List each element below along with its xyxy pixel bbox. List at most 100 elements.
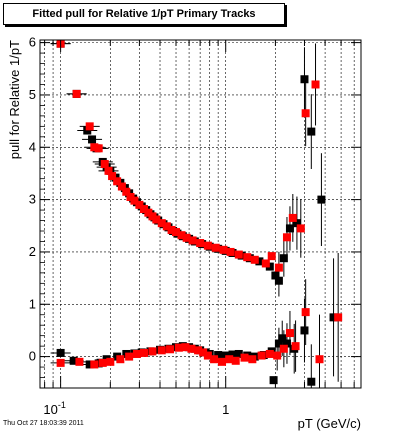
red-point [157, 346, 166, 355]
red-point [243, 253, 252, 262]
red-point [315, 355, 324, 364]
red-point [311, 80, 320, 89]
red-point [140, 348, 149, 357]
red-point [174, 343, 183, 352]
red-point [219, 245, 228, 254]
red-point [117, 182, 126, 191]
red-point [162, 222, 171, 231]
red-point [130, 196, 139, 205]
y-tick-label: 5 [29, 87, 36, 102]
red-point [274, 263, 283, 272]
red-point [75, 357, 84, 366]
red-point [157, 219, 166, 228]
red-point [172, 228, 181, 237]
black-point [300, 326, 309, 335]
data-points [56, 39, 343, 386]
black-point [274, 339, 283, 348]
red-point [181, 343, 190, 352]
red-point [132, 349, 141, 358]
black-point [94, 359, 103, 368]
red-point [113, 177, 122, 186]
black-point [279, 254, 288, 263]
black-point [300, 75, 309, 84]
y-tick-label: 4 [29, 139, 36, 154]
x-tick-label: 10-1 [43, 400, 65, 417]
footer-timestamp: Thu Oct 27 18:03:39 2011 [3, 420, 84, 427]
red-point [203, 351, 212, 360]
red-point [108, 172, 117, 181]
black-point [234, 349, 243, 358]
red-point [210, 355, 219, 364]
red-point [240, 353, 249, 362]
y-tick-label: 6 [29, 35, 36, 50]
black-point [329, 313, 338, 322]
black-point [88, 135, 97, 144]
x-tick-label: 1 [222, 402, 229, 417]
red-point [94, 144, 103, 153]
red-point [231, 356, 240, 365]
axis-tick-labels: 0 1 2 3 4 5 6 10-1 1 [29, 35, 230, 417]
black-point [56, 348, 65, 357]
red-point [301, 308, 310, 317]
red-point [196, 239, 205, 248]
red-point [100, 160, 109, 169]
y-tick-label: 2 [29, 244, 36, 259]
red-point [56, 358, 65, 367]
red-point [106, 357, 115, 366]
black-point [317, 195, 326, 204]
red-point [261, 259, 270, 268]
y-tick-label: 1 [29, 296, 36, 311]
red-point [187, 344, 196, 353]
axis-ticks [40, 40, 361, 389]
red-point [182, 233, 191, 242]
y-axis-title: pull for Relative 1/pT [7, 40, 22, 159]
black-point [292, 219, 301, 228]
red-point [291, 342, 300, 351]
red-point [267, 252, 276, 261]
red-point [166, 345, 175, 354]
black-point [269, 376, 278, 385]
y-tick-label: 3 [29, 192, 36, 207]
black-point [85, 360, 94, 369]
red-point [177, 231, 186, 240]
red-point [167, 225, 176, 234]
red-point [285, 329, 294, 338]
black-point [307, 377, 316, 386]
red-point [90, 143, 99, 152]
red-point [296, 224, 305, 233]
plot-frame [39, 39, 362, 389]
red-point [203, 241, 212, 250]
red-point [199, 348, 208, 357]
red-point [279, 344, 288, 353]
red-point [301, 109, 310, 118]
red-point [125, 352, 134, 361]
red-point [188, 236, 197, 245]
red-point [257, 351, 266, 360]
red-point [211, 243, 220, 252]
red-point [135, 200, 144, 209]
red-point [122, 187, 131, 196]
red-point [98, 358, 107, 367]
y-tick-label: 0 [29, 349, 36, 364]
red-point [140, 205, 149, 214]
red-point [194, 346, 203, 355]
red-point [250, 255, 259, 264]
black-point [69, 356, 78, 365]
red-point [234, 250, 243, 259]
red-point [248, 355, 257, 364]
red-point [282, 233, 291, 242]
black-point [271, 271, 280, 280]
red-point [148, 347, 157, 356]
black-point [282, 339, 291, 348]
chart-title: Fitted pull for Relative 1/pT Primary Tr… [32, 8, 256, 20]
red-point [144, 208, 153, 217]
red-point [72, 89, 81, 98]
red-point [288, 213, 297, 222]
red-point [334, 313, 343, 322]
black-point [274, 276, 283, 285]
black-point [214, 351, 223, 360]
red-point [273, 351, 282, 360]
black-point [83, 126, 92, 135]
red-point [225, 355, 234, 364]
red-point [85, 122, 94, 131]
